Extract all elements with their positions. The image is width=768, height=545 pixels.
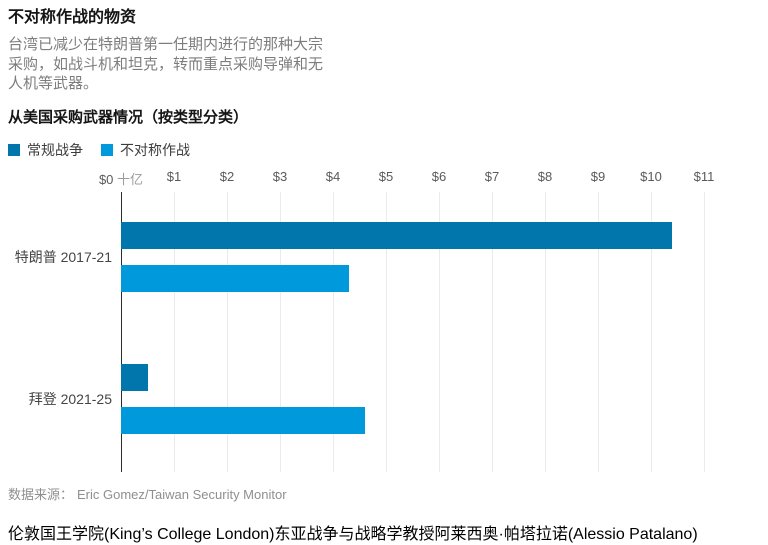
- x-tick-label-2: $2: [219, 168, 235, 184]
- legend-item-asymmetric: 不对称作战: [101, 140, 190, 160]
- legend-label-conventional: 常规战争: [27, 141, 83, 158]
- bar-group-biden-2021-25: 拜登 2021-25: [8, 363, 760, 434]
- legend-label-asymmetric: 不对称作战: [120, 141, 190, 158]
- gridline-9: [598, 191, 599, 472]
- bars-trump-2017-21: [121, 221, 704, 292]
- gridline-2: [227, 191, 228, 472]
- bar-conventional-biden-2021-25: [121, 363, 148, 391]
- article-paragraph: 伦敦国王学院(King’s College London)东亚战争与战略学教授阿…: [8, 525, 698, 543]
- bars-biden-2021-25: [121, 363, 704, 434]
- gridline-1: [174, 191, 175, 472]
- x-tick-label-9: $9: [590, 168, 606, 184]
- x-tick-label-3: $3: [272, 168, 288, 184]
- data-source-label: 数据来源：: [8, 486, 74, 502]
- legend-swatch-asymmetric: [101, 143, 113, 156]
- x-tick-label-10: $10: [640, 168, 662, 184]
- chart-title: 从美国采购武器情况（按类型分类）: [8, 108, 249, 126]
- bar-group-trump-2017-21: 特朗普 2017-21: [8, 221, 760, 292]
- y-axis-zero-line: [121, 191, 122, 472]
- x-tick-label-1: $1: [166, 168, 182, 184]
- x-tick-label-5: $5: [378, 168, 394, 184]
- chart-headline: 不对称作战的物资: [8, 9, 137, 26]
- bar-conventional-trump-2017-21: [121, 221, 673, 249]
- x-tick-label-6: $6: [431, 168, 447, 184]
- gridline-10: [651, 191, 652, 472]
- data-source-line: 数据来源： Eric Gomez/Taiwan Security Monitor: [8, 484, 760, 503]
- category-label-trump-2017-21: 特朗普 2017-21: [14, 248, 112, 265]
- legend-swatch-conventional: [8, 143, 20, 156]
- x-tick-label-0: $0 十亿: [98, 171, 144, 187]
- x-tick-label-4: $4: [325, 168, 341, 184]
- category-label-biden-2021-25: 拜登 2021-25: [28, 390, 112, 407]
- gridline-11: [704, 191, 705, 472]
- x-axis-unit-label: 十亿: [113, 171, 144, 187]
- chart-description: 台湾已减少在特朗普第一任期内进行的那种大宗采购，如战斗机和坦克，转而重点采购导弹…: [8, 36, 324, 92]
- bar-asymmetric-biden-2021-25: [121, 406, 365, 434]
- x-tick-label-7: $7: [484, 168, 500, 184]
- x-axis-tick-labels: $0 十亿 $1 $2 $3 $4 $5 $6 $7 $8 $9 $10 $11: [99, 168, 714, 187]
- chart-gridlines: [121, 191, 705, 472]
- bar-asymmetric-trump-2017-21: [121, 264, 349, 292]
- gridline-8: [545, 191, 546, 472]
- gridline-5: [386, 191, 387, 472]
- gridline-3: [280, 191, 281, 472]
- bar-chart: 特朗普 2017-21 拜登 2021-25: [8, 191, 760, 472]
- data-source-text: Eric Gomez/Taiwan Security Monitor: [77, 486, 287, 502]
- legend-item-conventional: 常规战争: [8, 140, 83, 160]
- x-tick-label-11: $11: [693, 168, 715, 184]
- gridline-4: [333, 191, 334, 472]
- bar-groups: 特朗普 2017-21 拜登 2021-25: [8, 192, 760, 434]
- gridline-6: [439, 191, 440, 472]
- x-tick-label-8: $8: [537, 168, 553, 184]
- chart-legend: 常规战争 不对称作战: [8, 140, 760, 160]
- gridline-7: [492, 191, 493, 472]
